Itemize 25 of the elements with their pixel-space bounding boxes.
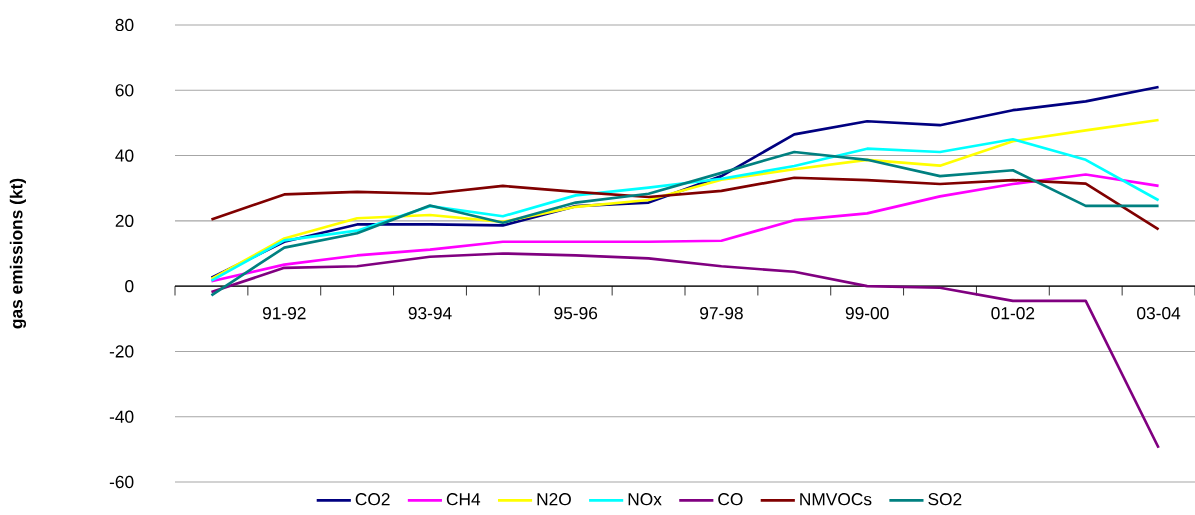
x-tick-label: 99-00 [845, 307, 889, 320]
y-tick-label: -40 [109, 410, 134, 423]
x-tick-label: 95-96 [554, 307, 598, 320]
x-tick-label: 03-04 [1137, 307, 1181, 320]
y-tick-label: -60 [109, 475, 134, 489]
y-tick-label: 40 [115, 149, 134, 162]
legend-label: NMVOCs [800, 493, 872, 506]
x-tick-label: 93-94 [408, 307, 452, 320]
y-tick-label: 20 [115, 214, 134, 227]
y-axis-title: gas emissions (kt) [9, 178, 27, 329]
legend-label: CH4 [446, 493, 481, 506]
y-tick-label: 80 [115, 18, 134, 32]
legend-label: SO2 [928, 493, 962, 506]
x-tick-label: 01-02 [991, 307, 1035, 320]
y-tick-label: -20 [109, 345, 134, 358]
legend-label: CO [718, 493, 743, 506]
y-tick-label: 0 [125, 280, 134, 293]
y-tick-label: 60 [115, 84, 134, 97]
legend-label: N2O [537, 493, 571, 506]
x-tick-label: 91-92 [262, 307, 306, 320]
line-series [210, 150, 1160, 297]
line-series [210, 176, 1160, 231]
x-tick-label: 97-98 [700, 307, 743, 320]
legend-label: CO2 [355, 493, 390, 506]
legend-label: NOx [628, 493, 662, 506]
